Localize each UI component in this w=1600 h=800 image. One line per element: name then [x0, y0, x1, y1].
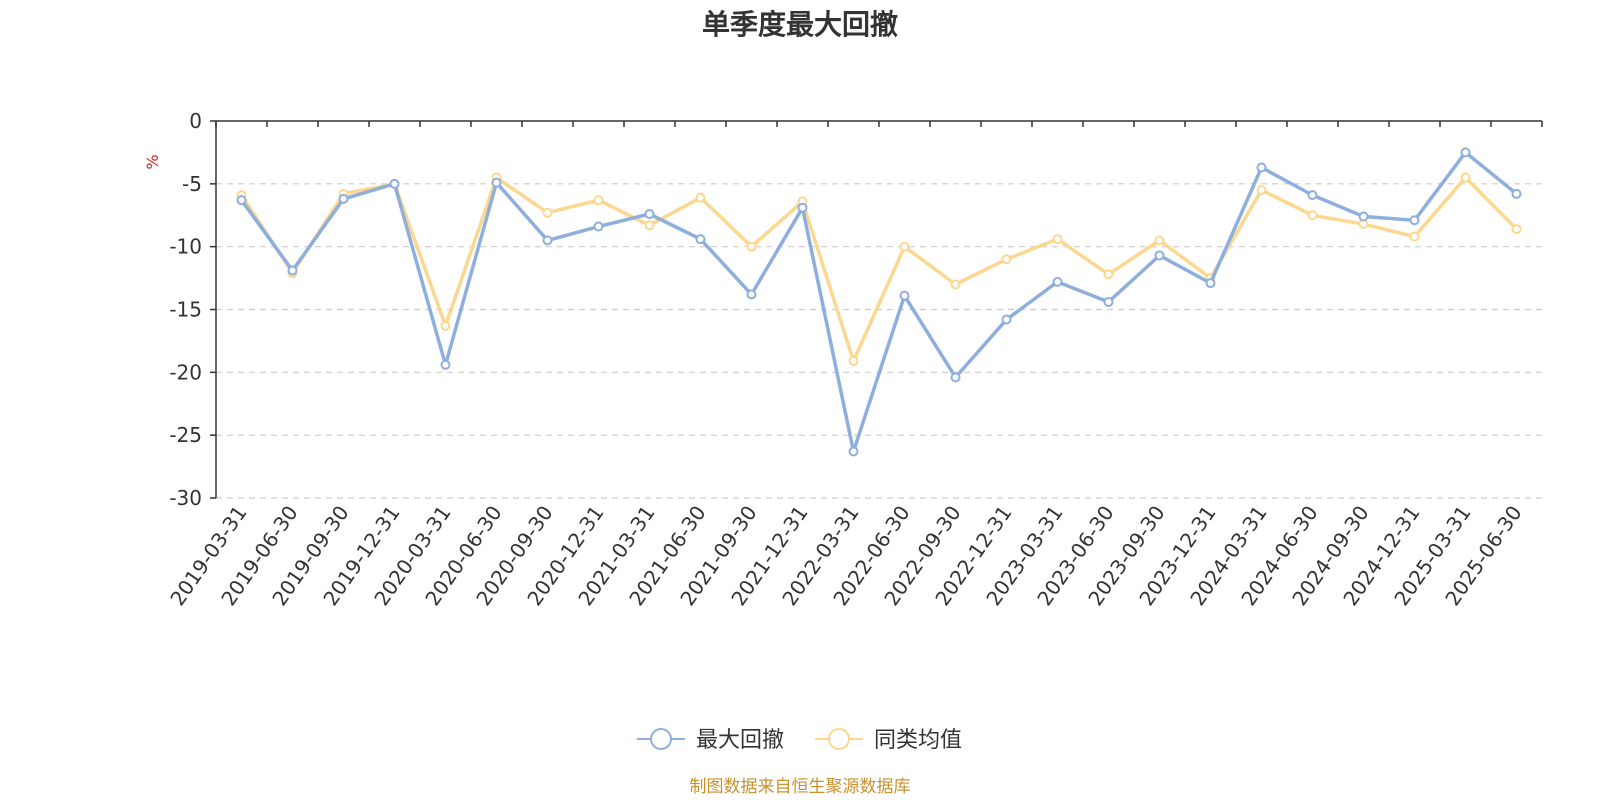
series-point-1	[440, 320, 451, 331]
series-point-0	[1358, 211, 1369, 222]
series-point-1	[695, 192, 706, 203]
series-point-1	[1460, 172, 1471, 183]
series-point-1	[542, 207, 553, 218]
series-point-1	[1256, 185, 1267, 196]
y-tick-label: -5	[182, 172, 202, 196]
series-point-0	[1511, 188, 1522, 199]
series-point-0	[491, 177, 502, 188]
series-point-1	[899, 241, 910, 252]
series-point-0	[848, 446, 859, 457]
series-point-1	[1511, 224, 1522, 235]
series-line-0	[240, 150, 1518, 454]
series-point-0	[287, 265, 298, 276]
series-point-0	[389, 178, 400, 189]
y-tick-label: -15	[169, 298, 202, 322]
series-point-1	[848, 356, 859, 367]
series-point-0	[1052, 276, 1063, 287]
series-point-1	[644, 220, 655, 231]
series-point-0	[950, 372, 961, 383]
series-point-0	[1205, 278, 1216, 289]
y-tick-label: -20	[169, 360, 202, 384]
series-point-1	[746, 241, 757, 252]
grid-lines	[216, 183, 1542, 499]
series-point-0	[746, 289, 757, 300]
legend-item-series-1[interactable]: 同类均值	[815, 728, 962, 753]
series-point-1	[1001, 254, 1012, 265]
series-point-0	[1460, 147, 1471, 158]
series-point-0	[1409, 215, 1420, 226]
legend-item-series-0[interactable]: 最大回撤	[637, 728, 784, 753]
y-axis-unit: %	[143, 154, 162, 169]
legend[interactable]: 最大回撤 同类均值	[637, 728, 962, 753]
series-point-1	[1103, 269, 1114, 280]
chart-title: 单季度最大回撤	[702, 8, 898, 41]
series-point-1	[1154, 235, 1165, 246]
series-point-0	[1001, 314, 1012, 325]
axes	[210, 120, 1543, 499]
series-point-0	[593, 221, 604, 232]
series-line-1	[240, 175, 1518, 363]
series-point-0	[1154, 250, 1165, 261]
series-point-0	[797, 202, 808, 213]
series-point-1	[593, 195, 604, 206]
legend-marker-series-1	[828, 728, 850, 750]
series-point-0	[899, 290, 910, 301]
series-point-0	[1103, 296, 1114, 307]
y-tick-label: -30	[169, 486, 202, 510]
series-point-0	[338, 193, 349, 204]
legend-marker-series-0	[650, 728, 672, 750]
y-axis-ticks: 0 -5 -10 -15 -20 -25 -30	[169, 109, 202, 510]
series-point-0	[695, 234, 706, 245]
y-tick-label: 0	[189, 109, 202, 133]
series-point-0	[440, 359, 451, 370]
series-point-0	[1307, 190, 1318, 201]
series-point-0	[542, 235, 553, 246]
y-tick-label: -25	[169, 423, 202, 447]
series-point-0	[644, 208, 655, 219]
series-point-1	[1409, 231, 1420, 242]
series-point-1	[1307, 210, 1318, 221]
legend-label-series-0: 最大回撤	[696, 728, 784, 753]
legend-label-series-1: 同类均值	[874, 728, 962, 753]
data-source-note: 制图数据来自恒生聚源数据库	[690, 777, 911, 797]
series-point-0	[1256, 162, 1267, 173]
series-point-1	[950, 279, 961, 290]
series-point-0	[236, 195, 247, 206]
y-tick-label: -10	[169, 235, 202, 259]
series-point-1	[1052, 234, 1063, 245]
x-axis-ticks: 2019-03-312019-06-302019-09-302019-12-31…	[165, 501, 1526, 610]
series-group	[236, 147, 1522, 457]
